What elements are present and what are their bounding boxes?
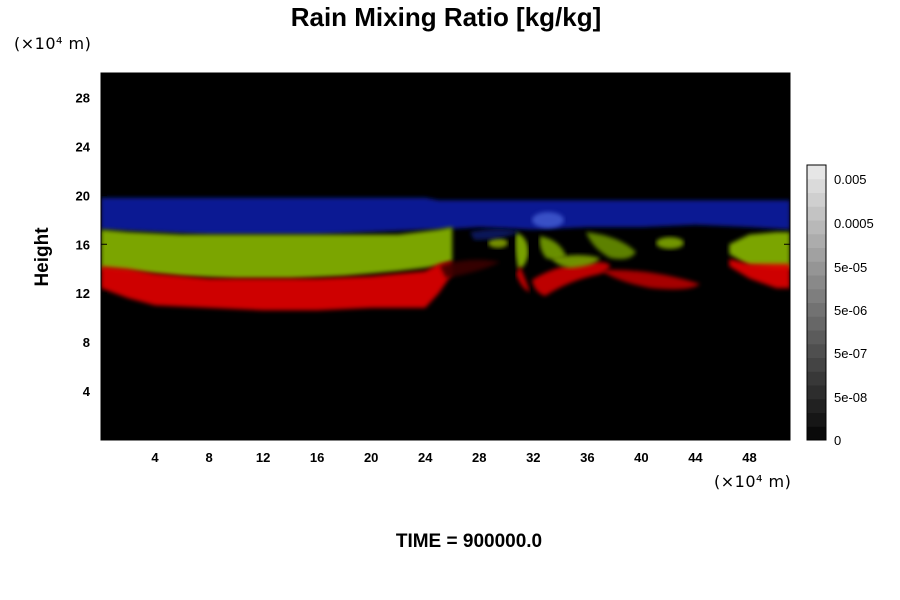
colorbar: 0.005 0.0005 5e-05 5e-06 5e-07 5e-08 0: [806, 164, 874, 448]
colorbar-swatch: [807, 247, 826, 262]
middle-rain-features: [440, 212, 700, 296]
colorbar-swatch: [807, 412, 826, 427]
time-label: TIME = 900000.0: [395, 531, 543, 552]
y-tick-label: 16: [76, 237, 90, 252]
colorbar-swatch: [807, 288, 826, 303]
y-axis-unit: (×10⁴ m): [14, 34, 92, 53]
colorbar-swatch: [807, 371, 826, 386]
colorbar-label: 5e-06: [834, 303, 867, 318]
y-tick-label: 20: [76, 188, 90, 203]
y-tick-label: 24: [76, 139, 91, 154]
x-tick-label: 40: [634, 450, 648, 465]
colorbar-label: 0.005: [834, 172, 867, 187]
colorbar-swatch: [807, 275, 826, 290]
x-axis-unit: (×10⁴ m): [714, 472, 792, 491]
x-tick-label: 48: [742, 450, 756, 465]
x-tick-label: 24: [418, 450, 433, 465]
colorbar-swatch: [807, 385, 826, 400]
colorbar-swatch: [807, 398, 826, 413]
colorbar-swatch: [807, 426, 826, 441]
rain-band-3: [729, 232, 790, 269]
colorbar-swatch: [807, 220, 826, 235]
y-tick-label: 8: [83, 335, 90, 350]
colorbar-swatch: [807, 302, 826, 317]
y-tick-label: 12: [76, 286, 90, 301]
colorbar-swatch: [807, 165, 826, 180]
x-tick-label: 16: [310, 450, 324, 465]
y-tick-label: 28: [76, 90, 90, 105]
colorbar-swatch: [807, 178, 826, 193]
colorbar-swatch: [807, 357, 826, 372]
colorbar-frame: [806, 164, 827, 441]
colorbar-swatch: [807, 330, 826, 345]
x-tick-label: 32: [526, 450, 540, 465]
x-tick-label: 20: [364, 450, 378, 465]
x-tick-label: 8: [205, 450, 212, 465]
y-tick-label: 4: [83, 384, 91, 399]
x-tick-label: 44: [688, 450, 703, 465]
colorbar-swatch: [807, 261, 826, 276]
colorbar-label: 0.0005: [834, 216, 874, 231]
x-tick-label: 4: [151, 450, 159, 465]
x-tick-label: 28: [472, 450, 486, 465]
x-tick-label: 36: [580, 450, 594, 465]
colorbar-swatch: [807, 316, 826, 331]
rain-band-0: [101, 197, 790, 235]
chart-title: Rain Mixing Ratio [kg/kg]: [290, 2, 602, 32]
rain-band-4: [729, 258, 790, 289]
colorbar-label: 5e-05: [834, 260, 867, 275]
colorbar-label: 5e-08: [834, 390, 867, 405]
rain-band-1: [101, 227, 453, 279]
rain-band-2: [101, 261, 453, 311]
colorbar-label: 5e-07: [834, 346, 867, 361]
x-tick-label: 12: [256, 450, 270, 465]
colorbar-swatch: [807, 233, 826, 248]
colorbar-swatch: [807, 206, 826, 221]
colorbar-label: 0: [834, 433, 841, 448]
colorbar-swatch: [807, 192, 826, 207]
plot-frame: [100, 72, 791, 441]
colorbar-swatch: [807, 343, 826, 358]
